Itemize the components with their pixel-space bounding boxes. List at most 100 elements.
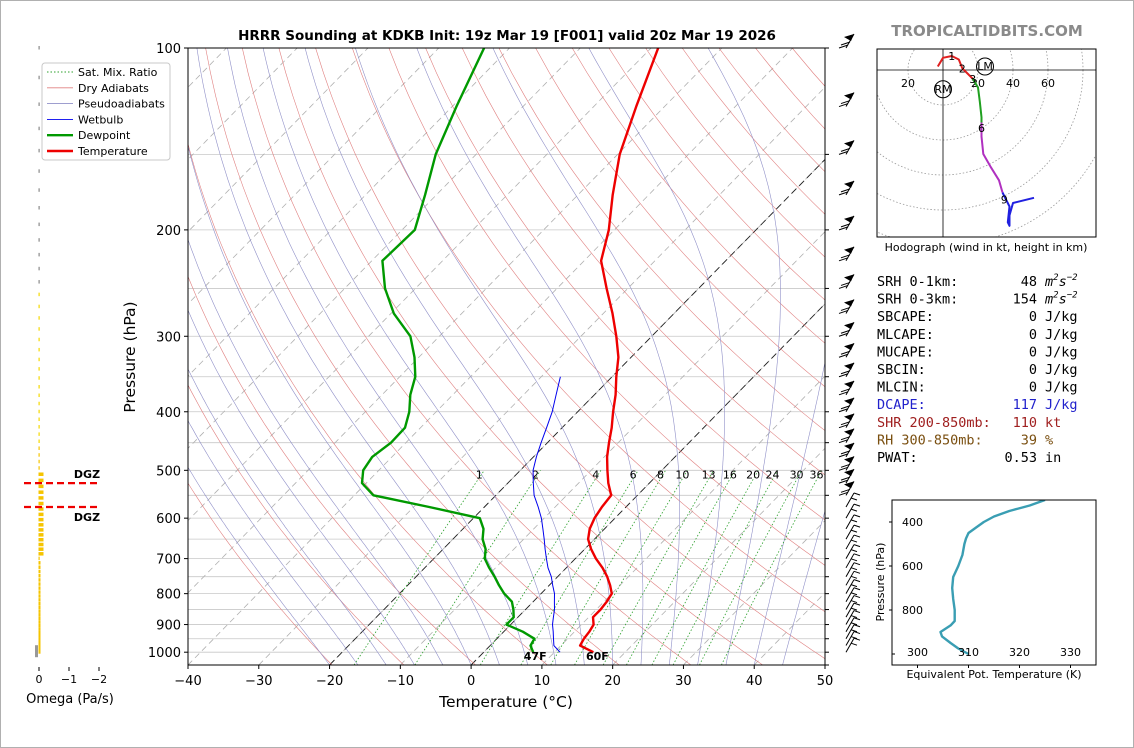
pseudoadiabat	[707, 48, 781, 665]
theta-e-x-tick-label: 330	[1060, 646, 1081, 659]
x-tick-label: −40	[174, 674, 201, 689]
omega-panel: 0 −1 −2 DGZ DGZ	[24, 46, 107, 686]
omega-bar	[38, 148, 40, 153]
wind-barb	[838, 92, 855, 108]
index-unit: m2s−2	[1044, 273, 1078, 290]
omega-bar	[38, 640, 41, 645]
wind-barb	[838, 380, 855, 396]
x-tick-label: 40	[746, 674, 763, 689]
index-value: 0	[1029, 362, 1037, 378]
mixing-ratio-label: 2	[532, 469, 539, 482]
wind-barb	[845, 503, 861, 519]
hodograph-height-label: 3	[969, 73, 976, 86]
storm-motion-marker	[976, 57, 994, 76]
omega-bar	[38, 252, 40, 257]
theta-e-y-tick-label: 600	[902, 560, 923, 573]
omega-bar	[38, 542, 44, 547]
omega-bar	[38, 556, 40, 561]
wind-barb	[838, 140, 855, 155]
omega-bar	[38, 304, 40, 309]
wind-barb	[845, 610, 861, 625]
omega-bar	[38, 586, 41, 590]
wind-barb	[845, 579, 861, 594]
x-tick-label: 10	[534, 674, 551, 689]
skewt-y-axis-label: Pressure (hPa)	[121, 301, 139, 412]
profile-temperature	[578, 48, 660, 654]
x-tick-label: 50	[817, 674, 834, 689]
wind-barb	[838, 299, 855, 314]
mixing-ratio-label: 4	[592, 469, 599, 482]
index-unit: J/kg	[1045, 380, 1078, 396]
hodograph-trace	[971, 78, 983, 123]
legend-box	[41, 62, 171, 161]
omega-bar	[38, 547, 44, 551]
dry-adiabat	[535, 48, 825, 388]
pseudoadiabat	[188, 309, 415, 665]
omega-bar	[38, 401, 40, 406]
mixing-ratio-label: 1	[476, 469, 483, 482]
wind-barb	[838, 413, 855, 429]
dry-adiabat	[791, 48, 825, 87]
dry-adiabat	[608, 48, 825, 301]
index-value: 110	[1013, 415, 1037, 431]
wind-barb	[845, 492, 861, 508]
skewt-profiles: 47F 60F	[360, 48, 660, 663]
mixing-ratio-label: 24	[766, 469, 780, 482]
theta-e-y-tick-label: 400	[902, 516, 923, 529]
pseudoadiabat	[188, 466, 330, 665]
dry-adiabat	[498, 48, 825, 432]
x-tick-label: 0	[467, 674, 475, 689]
mixing-ratio-label: 13	[702, 469, 716, 482]
wind-barb	[845, 553, 861, 569]
theta-e-panel: 300 310 320 330 400 600 800	[889, 500, 1081, 668]
pseudoadiabat	[196, 48, 500, 665]
index-name: PWAT:	[877, 450, 918, 466]
profile-wetbulb	[532, 376, 561, 653]
storm-motion-label: RM	[934, 83, 951, 96]
hodograph-height-label: 6	[978, 122, 985, 135]
mixing-ratio-line	[672, 470, 778, 665]
dgz-label: DGZ	[74, 468, 100, 481]
theta-e-x-axis-label: Equivalent Pot. Temperature (K)	[906, 668, 1081, 681]
omega-bar	[38, 337, 40, 342]
omega-bar	[38, 126, 40, 131]
mixing-ratio-line	[520, 470, 639, 665]
omega-bar	[38, 561, 41, 565]
omega-bar	[38, 501, 44, 506]
wind-barb	[838, 362, 855, 378]
pseudoadiabat	[188, 368, 387, 665]
omega-bar	[38, 376, 40, 380]
mixing-ratio-label: 30	[790, 469, 804, 482]
omega-tick-label: −1	[61, 673, 77, 686]
mixing-ratio-line	[721, 470, 822, 665]
wind-barb	[838, 468, 855, 484]
index-name: RH 300-850mb:	[877, 432, 983, 448]
theta-e-line	[939, 500, 1046, 656]
index-value: 0	[1029, 380, 1037, 396]
omega-bar	[38, 478, 44, 483]
omega-bar	[38, 316, 40, 320]
omega-bar	[38, 46, 40, 50]
theta-e-x-tick-label: 320	[1009, 646, 1030, 659]
wind-barb	[838, 274, 855, 289]
index-unit: m2s−2	[1044, 291, 1078, 308]
omega-bar	[38, 459, 40, 464]
legend-label: Pseudoadiabats	[78, 98, 165, 111]
pseudoadiabat	[753, 361, 825, 665]
y-tick-label: 900	[156, 619, 181, 634]
theta-e-y-axis-label: Pressure (hPa)	[874, 543, 887, 622]
omega-bar	[38, 280, 40, 284]
omega-bar	[38, 643, 41, 648]
skewt-axes: −40 −30 −20 −10 0 10 20 30 40 50 100 200 300 400 500 60…	[148, 42, 833, 689]
skewt-x-axis-label: Temperature (°C)	[438, 693, 573, 711]
index-name: MLCAPE:	[877, 327, 934, 343]
hodograph-trace	[1001, 192, 1035, 227]
wind-barb	[845, 570, 861, 586]
omega-bar	[38, 357, 40, 362]
hodograph-ring-label: 40	[1006, 77, 1020, 90]
theta-e-x-tick-label: 310	[958, 646, 979, 659]
isotherm	[188, 48, 652, 522]
hodograph-frame	[876, 48, 1097, 238]
